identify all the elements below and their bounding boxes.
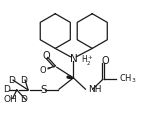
Text: O$^-$: O$^-$ [39,64,53,75]
Text: D: D [20,76,27,85]
Text: CH$_3$: CH$_3$ [119,72,136,85]
Text: D: D [8,76,15,85]
Text: D: D [20,95,27,104]
Text: N: N [69,54,77,64]
Text: NH: NH [89,85,102,94]
Text: D: D [4,85,10,94]
Text: OH: OH [3,95,17,104]
Text: O: O [101,56,109,66]
Text: H$_2^+$: H$_2^+$ [81,53,94,68]
Text: S: S [40,85,47,95]
Text: O: O [42,51,50,61]
